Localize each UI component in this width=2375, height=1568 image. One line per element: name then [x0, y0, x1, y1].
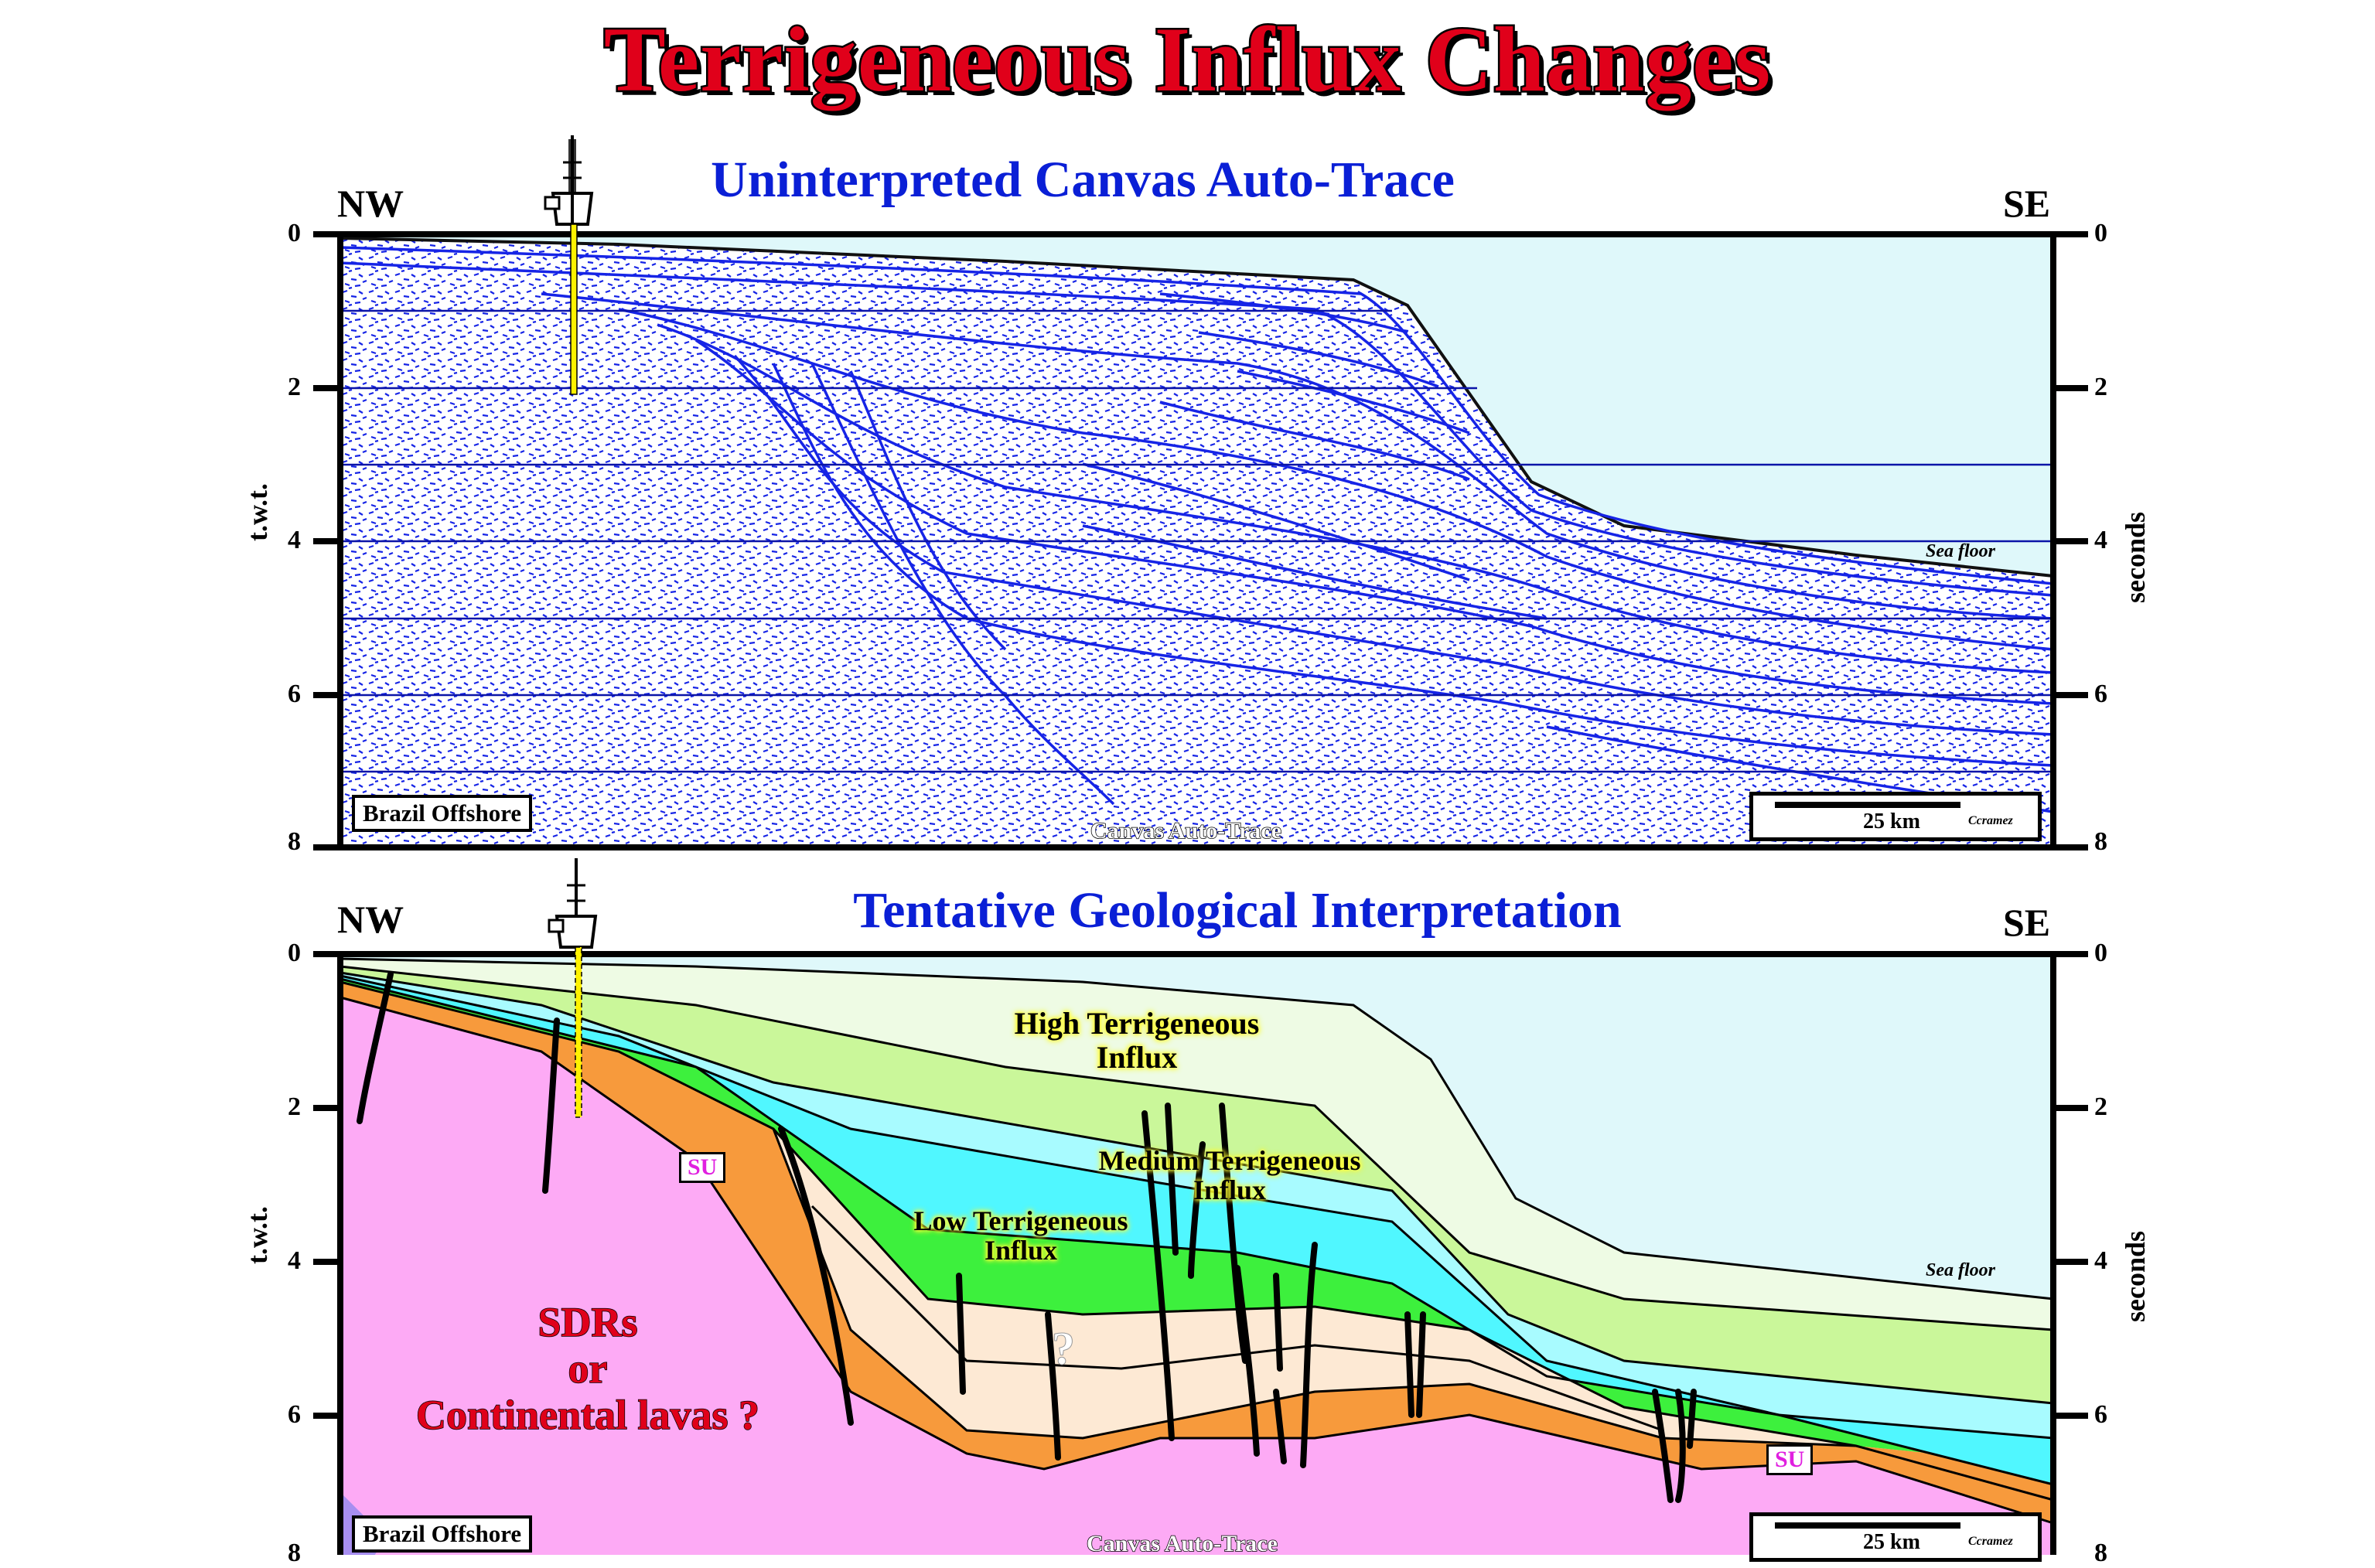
main-title: Terrigeneous Influx Changes — [602, 6, 1772, 113]
top-left-tick-8: 8 — [288, 827, 301, 856]
bottom-right-tick-6: 6 — [2094, 1400, 2107, 1429]
bottom-scale-label: 25 km — [1863, 1530, 1920, 1554]
bottom-left-tick-0: 0 — [288, 939, 301, 967]
top-scale-label: 25 km — [1863, 810, 1920, 833]
top-right-tick-8: 8 — [2094, 827, 2107, 856]
sdr-line2: or — [568, 1345, 608, 1392]
top-right-axis-label: seconds — [2120, 511, 2151, 603]
top-left-tick-6: 6 — [288, 680, 301, 708]
top-right-tick-6: 6 — [2094, 680, 2107, 708]
bottom-right-tick-4: 4 — [2094, 1246, 2107, 1275]
top-scale-bar: 25 km Ccramez — [1749, 792, 2042, 841]
top-scale-credit: Ccramez — [1968, 814, 2013, 827]
top-seismic-section — [337, 231, 2056, 850]
top-credit: Canvas Auto-Trace — [1090, 817, 1281, 844]
bottom-left-tick-4: 4 — [288, 1246, 301, 1275]
top-left-tick-0: 0 — [288, 219, 301, 247]
bottom-scale-bar: 25 km Ccramez — [1749, 1512, 2042, 1562]
top-well-path — [570, 223, 578, 395]
low-influx-line1: Low Terrigeneous — [913, 1205, 1128, 1236]
bottom-right-tick-0: 0 — [2094, 939, 2107, 967]
bottom-left-axis-label: t.w.t. — [242, 1206, 273, 1264]
su-label-left: SU — [679, 1152, 726, 1183]
bottom-left-tick-2: 2 — [288, 1092, 301, 1121]
bottom-credit: Canvas Auto-Trace — [1086, 1530, 1278, 1557]
medium-influx-line2: Influx — [1193, 1174, 1267, 1205]
sdr-line3: Continental lavas ? — [415, 1391, 760, 1439]
top-right-tick-2: 2 — [2094, 373, 2107, 401]
top-se-label: SE — [2003, 182, 2051, 225]
bottom-scale-line — [1775, 1522, 1960, 1529]
bottom-nw-label: NW — [337, 898, 404, 941]
bottom-se-label: SE — [2003, 901, 2051, 944]
medium-influx-label: Medium Terrigeneous Influx — [1052, 1146, 1408, 1205]
top-left-tick-4: 4 — [288, 526, 301, 554]
bottom-seafloor-label: Sea floor — [1926, 1260, 1995, 1280]
bottom-location-label: Brazil Offshore — [352, 1515, 533, 1553]
low-influx-label: Low Terrigeneous Influx — [874, 1206, 1168, 1265]
top-scale-line — [1775, 802, 1960, 808]
bottom-left-tick-8: 8 — [288, 1539, 301, 1567]
medium-influx-line1: Medium Terrigeneous — [1098, 1145, 1361, 1176]
bottom-oil-rig-icon — [548, 858, 598, 949]
low-influx-line2: Influx — [984, 1235, 1058, 1266]
high-influx-line2: Influx — [1096, 1040, 1178, 1075]
high-influx-label: High Terrigeneous Influx — [959, 1007, 1315, 1075]
top-left-axis-label: t.w.t. — [242, 483, 273, 541]
bottom-scale-credit: Ccramez — [1968, 1535, 2013, 1548]
sdr-label: SDRs or Continental lavas ? — [371, 1298, 804, 1439]
top-location-label: Brazil Offshore — [352, 795, 533, 832]
question-mark-label: ? — [1052, 1323, 1076, 1375]
bottom-left-tick-6: 6 — [288, 1400, 301, 1429]
top-panel-title: Uninterpreted Canvas Auto-Trace — [711, 152, 1455, 208]
top-oil-rig-icon — [544, 135, 594, 226]
top-nw-label: NW — [337, 182, 404, 225]
bottom-well-path — [575, 946, 582, 1118]
sdr-line1: SDRs — [537, 1298, 639, 1346]
high-influx-line1: High Terrigeneous — [1014, 1006, 1260, 1041]
top-seafloor-label: Sea floor — [1926, 541, 1995, 561]
top-left-tick-2: 2 — [288, 373, 301, 401]
bottom-right-tick-8: 8 — [2094, 1539, 2107, 1567]
top-right-tick-0: 0 — [2094, 219, 2107, 247]
bottom-right-axis-label: seconds — [2120, 1230, 2151, 1322]
top-right-tick-4: 4 — [2094, 526, 2107, 554]
bottom-right-tick-2: 2 — [2094, 1092, 2107, 1121]
su-label-right: SU — [1766, 1444, 1814, 1475]
bottom-panel-title: Tentative Geological Interpretation — [853, 882, 1622, 939]
